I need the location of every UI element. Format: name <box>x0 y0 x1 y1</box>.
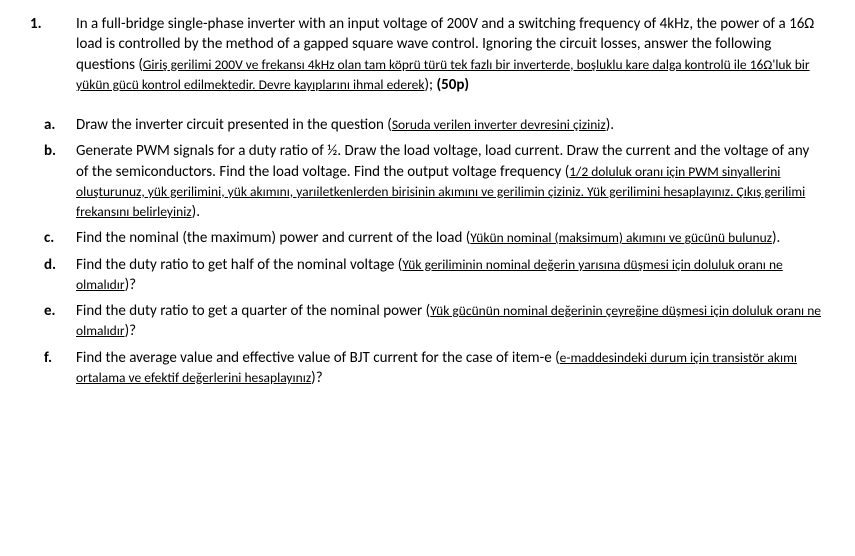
question-number: 1. <box>30 14 76 95</box>
sub-item-e: e. Find the duty ratio to get a quarter … <box>30 301 825 342</box>
sub-en-2: )? <box>125 322 137 340</box>
sub-en-2: )? <box>311 369 323 387</box>
sub-body: Draw the inverter circuit presented in t… <box>76 115 825 135</box>
sub-letter: a. <box>30 115 76 135</box>
sub-body: Generate PWM signals for a duty ratio of… <box>76 141 825 222</box>
sub-letter: e. <box>30 301 76 342</box>
sub-items: a. Draw the inverter circuit presented i… <box>30 115 825 388</box>
sub-item-b: b. Generate PWM signals for a duty ratio… <box>30 141 825 222</box>
sub-en-1: Find the average value and effective val… <box>76 349 560 367</box>
question-intro-en-2: ); <box>425 76 437 94</box>
question-points: (50p) <box>436 76 469 94</box>
sub-body: Find the duty ratio to get a quarter of … <box>76 301 825 342</box>
sub-en-1: Find the duty ratio to get a quarter of … <box>76 302 430 320</box>
sub-letter: b. <box>30 141 76 222</box>
sub-letter: f. <box>30 348 76 389</box>
sub-en-1: Find the duty ratio to get half of the n… <box>76 256 402 274</box>
sub-item-a: a. Draw the inverter circuit presented i… <box>30 115 825 135</box>
sub-body: Find the nominal (the maximum) power and… <box>76 228 825 248</box>
page: 1. In a full-bridge single-phase inverte… <box>0 0 855 388</box>
question-body: In a full-bridge single-phase inverter w… <box>76 14 825 95</box>
sub-en-2: ). <box>772 229 780 247</box>
sub-item-f: f. Find the average value and effective … <box>30 348 825 389</box>
question-row: 1. In a full-bridge single-phase inverte… <box>30 14 825 95</box>
sub-letter: d. <box>30 255 76 296</box>
sub-en-2: ). <box>606 116 614 134</box>
sub-tr: Soruda verilen inverter devresini çizini… <box>392 116 606 133</box>
sub-tr: Yükün nominal (maksimum) akımını ve gücü… <box>470 229 772 246</box>
sub-en-1: Draw the inverter circuit presented in t… <box>76 116 392 134</box>
sub-letter: c. <box>30 228 76 248</box>
sub-en-1: Find the nominal (the maximum) power and… <box>76 229 470 247</box>
sub-body: Find the duty ratio to get half of the n… <box>76 255 825 296</box>
sub-en-2: ). <box>192 203 200 221</box>
sub-en-2: )? <box>125 276 137 294</box>
sub-item-c: c. Find the nominal (the maximum) power … <box>30 228 825 248</box>
sub-item-d: d. Find the duty ratio to get half of th… <box>30 255 825 296</box>
sub-body: Find the average value and effective val… <box>76 348 825 389</box>
